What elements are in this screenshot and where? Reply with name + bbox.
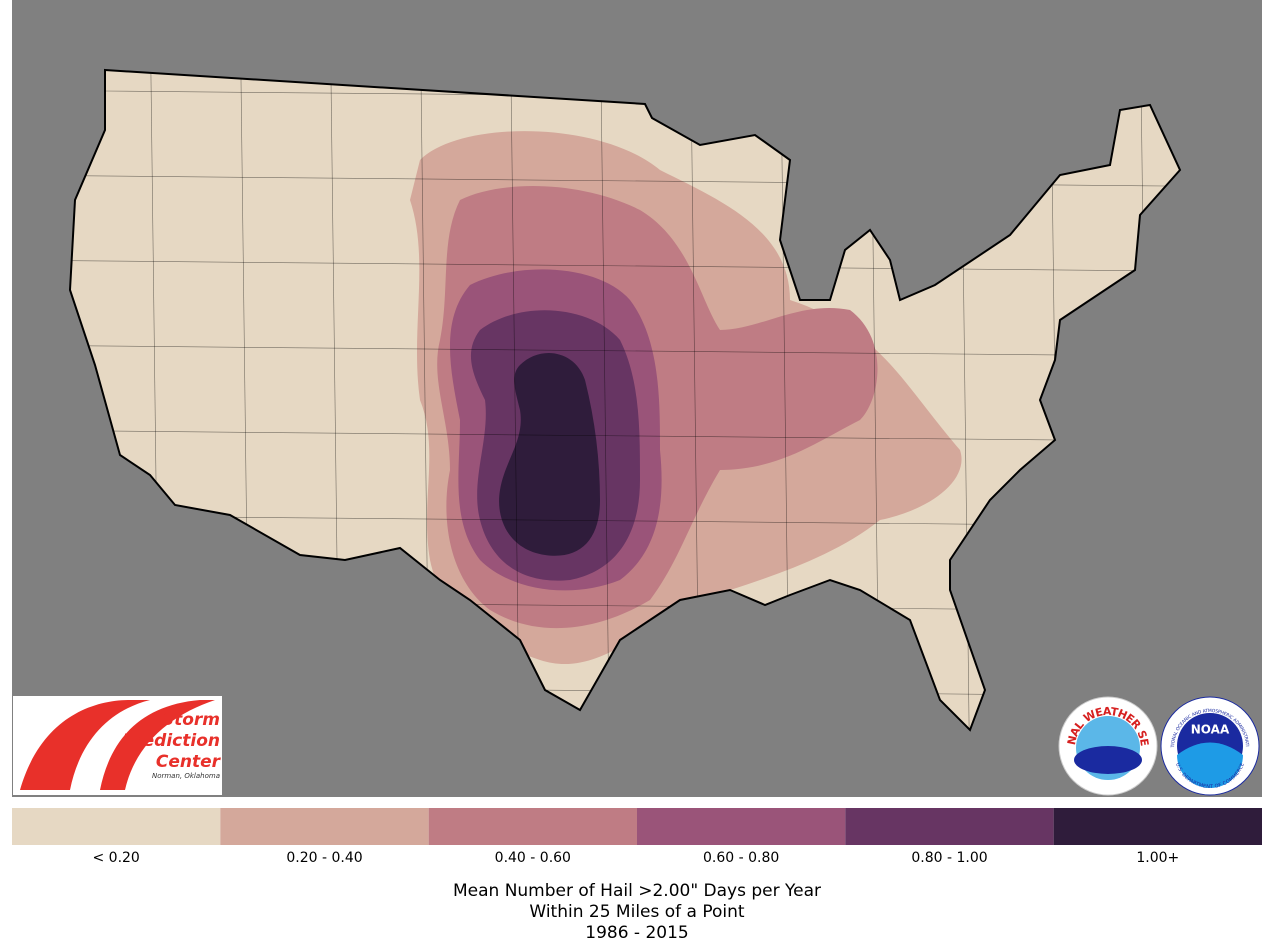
legend-label: 0.20 - 0.40 xyxy=(286,850,362,866)
legend: < 0.20 0.20 - 0.40 0.40 - 0.60 0.60 - 0.80 0… xyxy=(12,808,1262,866)
legend-label: 1.00+ xyxy=(1136,850,1179,866)
legend-label: < 0.20 xyxy=(92,850,139,866)
caption-line: Within 25 Miles of a Point xyxy=(529,902,745,922)
spc-text: Storm xyxy=(162,710,220,730)
legend-label: 0.80 - 1.00 xyxy=(911,850,987,866)
noaa-wave xyxy=(1177,742,1243,788)
legend-label: 0.60 - 0.80 xyxy=(703,850,779,866)
legend-swatch xyxy=(845,808,1054,845)
spc-swoosh xyxy=(20,700,150,790)
spc-text: Center xyxy=(156,752,222,772)
caption-line: Mean Number of Hail >2.00" Days per Year xyxy=(453,881,821,901)
spc-location: Norman, Oklahoma xyxy=(152,772,220,780)
spc-text: Prediction xyxy=(122,731,220,751)
legend-swatch xyxy=(428,808,637,845)
caption-line: 1986 - 2015 xyxy=(585,923,688,942)
legend-swatch xyxy=(1053,808,1262,845)
nws-cloud xyxy=(1074,746,1142,774)
noaa-text: NOAA xyxy=(1191,723,1230,737)
legend-swatch xyxy=(637,808,846,845)
state-line xyxy=(70,174,1180,188)
legend-swatch xyxy=(220,808,429,845)
legend-swatch xyxy=(12,808,221,845)
hail-contour xyxy=(499,353,600,556)
spc-swoosh xyxy=(100,700,215,790)
spc-logo: Storm Prediction Center Norman, Oklahoma xyxy=(13,696,222,795)
legend-label: 0.40 - 0.60 xyxy=(495,850,571,866)
state-line xyxy=(70,259,1180,273)
caption: Mean Number of Hail >2.00" Days per Year… xyxy=(453,881,821,943)
